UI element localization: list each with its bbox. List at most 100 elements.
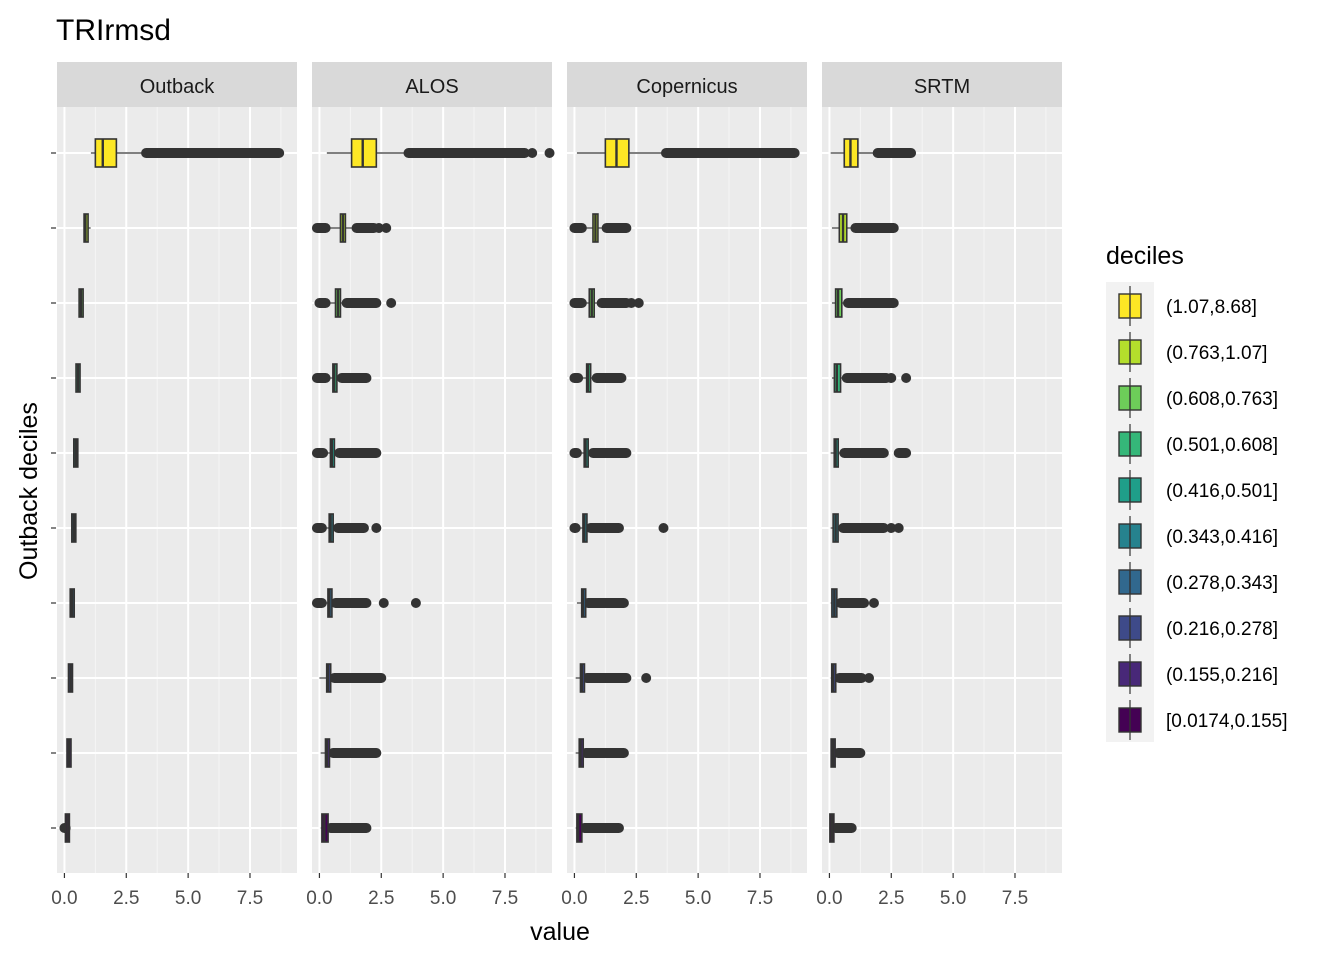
x-tick-label: 7.5 — [747, 888, 773, 909]
x-tick-label: 2.5 — [368, 888, 394, 909]
box-10 — [59, 813, 71, 843]
box-9 — [320, 738, 382, 768]
box-8 — [830, 663, 875, 693]
legend-label: (0.343,0.416] — [1166, 527, 1278, 548]
box-4 — [569, 363, 627, 393]
box-2 — [569, 213, 632, 243]
legend-entry: (0.343,0.416] — [1118, 516, 1278, 556]
box-2 — [311, 213, 392, 243]
box-9 — [66, 738, 72, 768]
outlier-point — [641, 673, 652, 683]
x-tick-label: 5.0 — [940, 888, 966, 909]
facet-copernicus: Copernicus 0.0 2.5 5.0 7.5 — [561, 62, 807, 909]
box-iqr — [576, 813, 583, 843]
box-3 — [314, 288, 397, 318]
facet-outback: Outback 0.0 2.5 5.0 7.5 — [51, 62, 297, 909]
x-tick-label: 7.5 — [237, 888, 263, 909]
box-3 — [78, 288, 84, 318]
legend-entry: (0.155,0.216] — [1118, 654, 1278, 694]
facet-strip — [567, 62, 807, 107]
panel-background — [312, 107, 552, 873]
panel-background — [822, 107, 1062, 873]
facet-strip-label: Copernicus — [636, 76, 737, 98]
box-5 — [830, 438, 912, 468]
y-axis-title: Outback deciles — [15, 402, 43, 580]
legend-entry: (0.763,1.07] — [1118, 332, 1267, 372]
box-9 — [830, 738, 866, 768]
outlier-point — [864, 673, 875, 683]
legend-label: (1.07,8.68] — [1166, 297, 1257, 318]
legend-label: (0.608,0.763] — [1166, 389, 1278, 410]
outlier-point — [868, 598, 879, 608]
legend-entry: (0.278,0.343] — [1118, 562, 1278, 602]
outlier-point — [626, 298, 637, 308]
outlier-point — [658, 523, 669, 533]
facet-strip-label: SRTM — [914, 76, 970, 98]
box-5 — [73, 438, 79, 468]
box-10 — [829, 813, 857, 843]
outlier-point — [527, 148, 538, 158]
box-1 — [830, 138, 917, 168]
box-10 — [320, 813, 372, 843]
legend-label: (0.278,0.343] — [1166, 573, 1278, 594]
outlier-point — [886, 523, 897, 533]
box-1 — [576, 138, 800, 168]
x-tick-label: 5.0 — [430, 888, 456, 909]
box-8 — [67, 663, 74, 693]
outlier-point — [410, 598, 421, 608]
box-3 — [831, 288, 899, 318]
box-4 — [311, 363, 372, 393]
outlier-point — [371, 523, 382, 533]
outlier-point — [373, 223, 384, 233]
box-4 — [831, 363, 912, 393]
box-7 — [69, 588, 76, 618]
box-5 — [569, 438, 632, 468]
outlier-point — [544, 148, 555, 158]
x-tick-label: 0.0 — [816, 888, 842, 909]
y-axis — [51, 152, 56, 829]
facet-strip — [312, 62, 552, 107]
facet-strip — [57, 62, 297, 107]
outlier-point — [386, 298, 397, 308]
box-6 — [830, 513, 904, 543]
legend-entry: [0.0174,0.155] — [1118, 700, 1288, 740]
x-tick-label: 0.0 — [306, 888, 332, 909]
legend-title: deciles — [1106, 242, 1184, 270]
box-7 — [830, 588, 879, 618]
box-9 — [575, 738, 629, 768]
outlier-point — [901, 373, 912, 383]
legend-label: (0.216,0.278] — [1166, 619, 1278, 640]
legend-entry: (1.07,8.68] — [1118, 286, 1257, 326]
box-1 — [326, 138, 555, 168]
legend-label: (0.501,0.608] — [1166, 435, 1278, 456]
facet-alos: ALOS 0.0 2.5 5.0 7.5 — [306, 62, 555, 909]
legend-label: [0.0174,0.155] — [1166, 711, 1288, 732]
legend-entry: (0.501,0.608] — [1118, 424, 1278, 464]
outlier-point — [886, 373, 897, 383]
box-10 — [575, 813, 624, 843]
panel-background — [567, 107, 807, 873]
legend-entry: (0.608,0.763] — [1118, 378, 1278, 418]
box-6 — [569, 513, 669, 543]
legend-label: (0.416,0.501] — [1166, 481, 1278, 502]
box-iqr — [350, 138, 378, 168]
x-tick-label: 7.5 — [492, 888, 518, 909]
facet-srtm: SRTM 0.0 2.5 5.0 7.5 — [816, 62, 1062, 909]
x-tick-label: 5.0 — [175, 888, 201, 909]
x-tick-label: 5.0 — [685, 888, 711, 909]
legend-label: (0.155,0.216] — [1166, 665, 1278, 686]
facet-strip-label: Outback — [140, 76, 215, 98]
box-8 — [319, 663, 387, 693]
box-2 — [831, 213, 899, 243]
panel-background — [57, 107, 297, 873]
box-2 — [83, 213, 91, 243]
legend-label: (0.763,1.07] — [1166, 343, 1267, 364]
box-8 — [575, 663, 652, 693]
box-6 — [311, 513, 382, 543]
x-tick-label: 7.5 — [1002, 888, 1028, 909]
legend: deciles (1.07,8.68] (0.763,1.07] (0.608,0.… — [1106, 242, 1288, 742]
outlier-point — [381, 223, 392, 233]
x-tick-label: 2.5 — [113, 888, 139, 909]
